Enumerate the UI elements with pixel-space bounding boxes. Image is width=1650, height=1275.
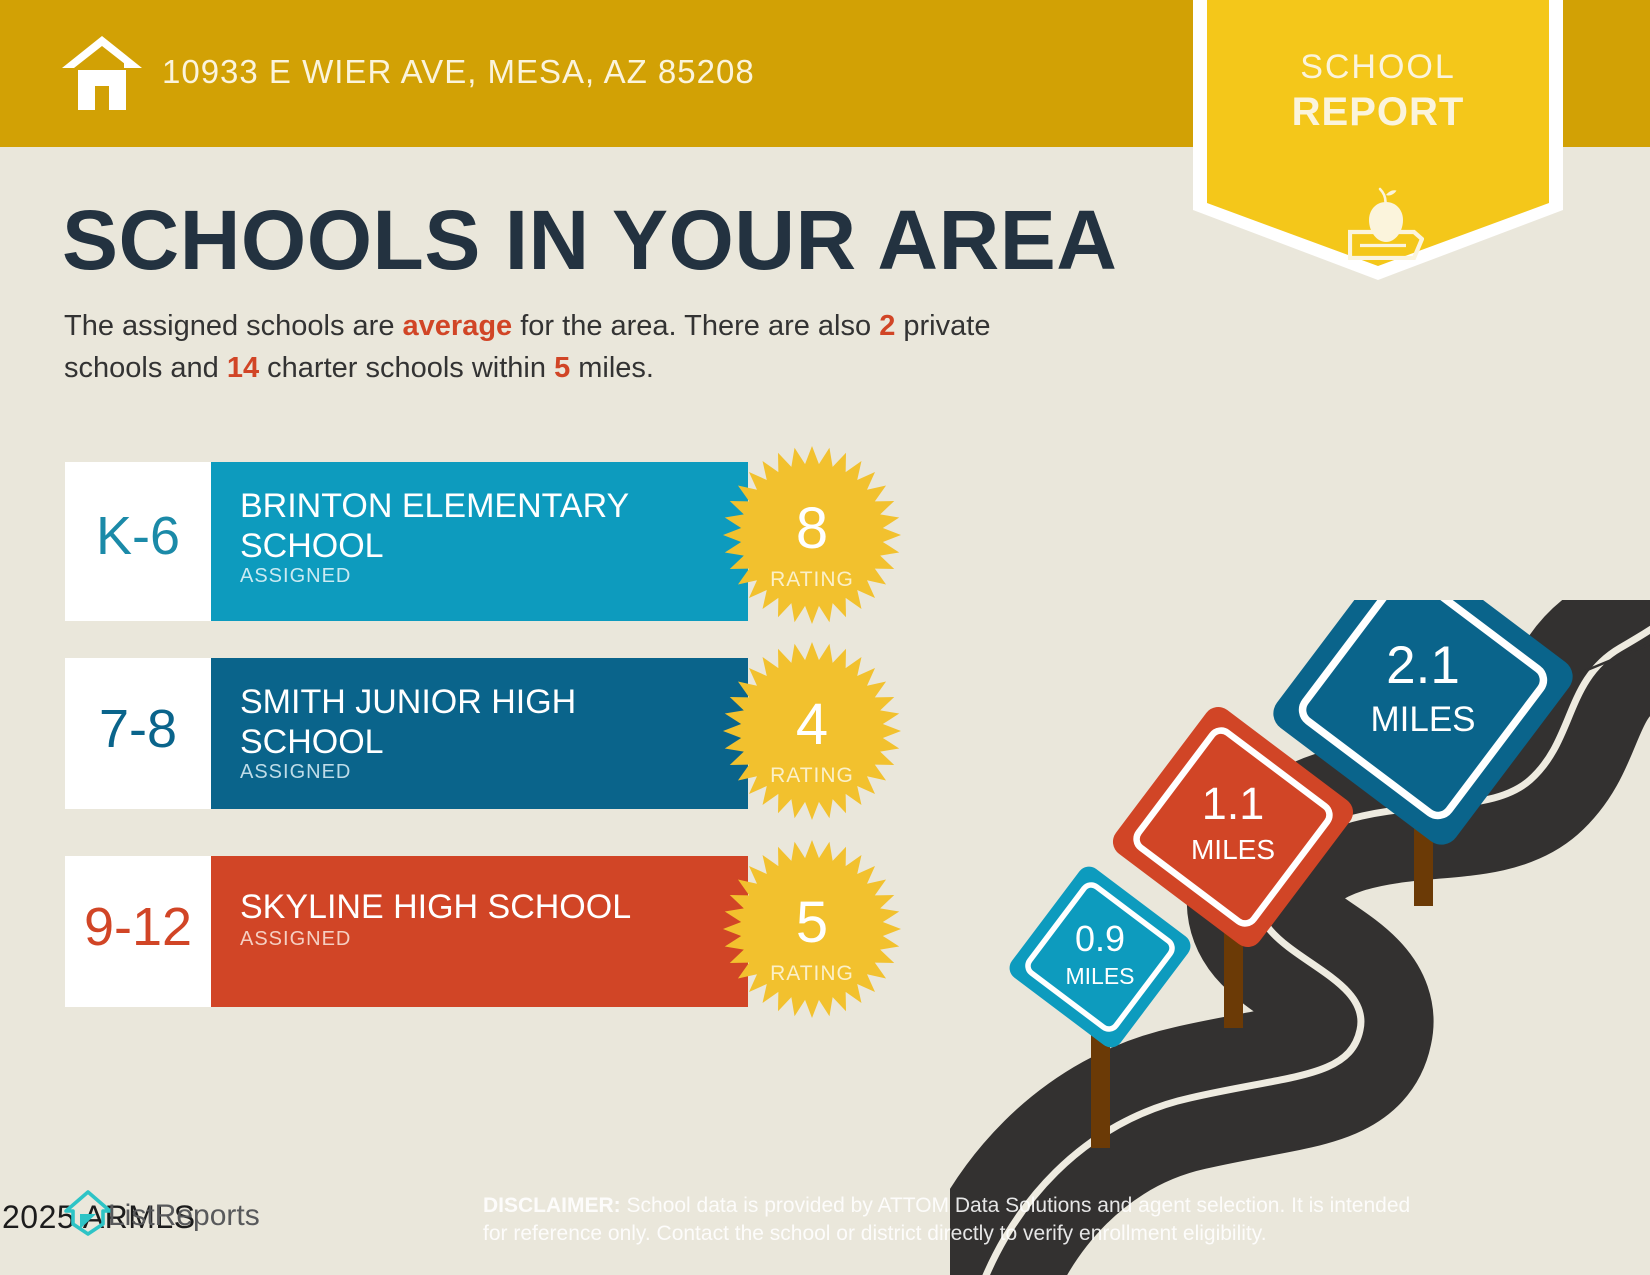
- svg-text:MILES: MILES: [1191, 834, 1275, 865]
- svg-text:0.9: 0.9: [1075, 918, 1125, 959]
- svg-text:MILES: MILES: [1065, 963, 1134, 989]
- svg-text:2.1: 2.1: [1386, 636, 1460, 695]
- svg-text:1.1: 1.1: [1202, 778, 1265, 829]
- svg-text:MILES: MILES: [1370, 700, 1475, 739]
